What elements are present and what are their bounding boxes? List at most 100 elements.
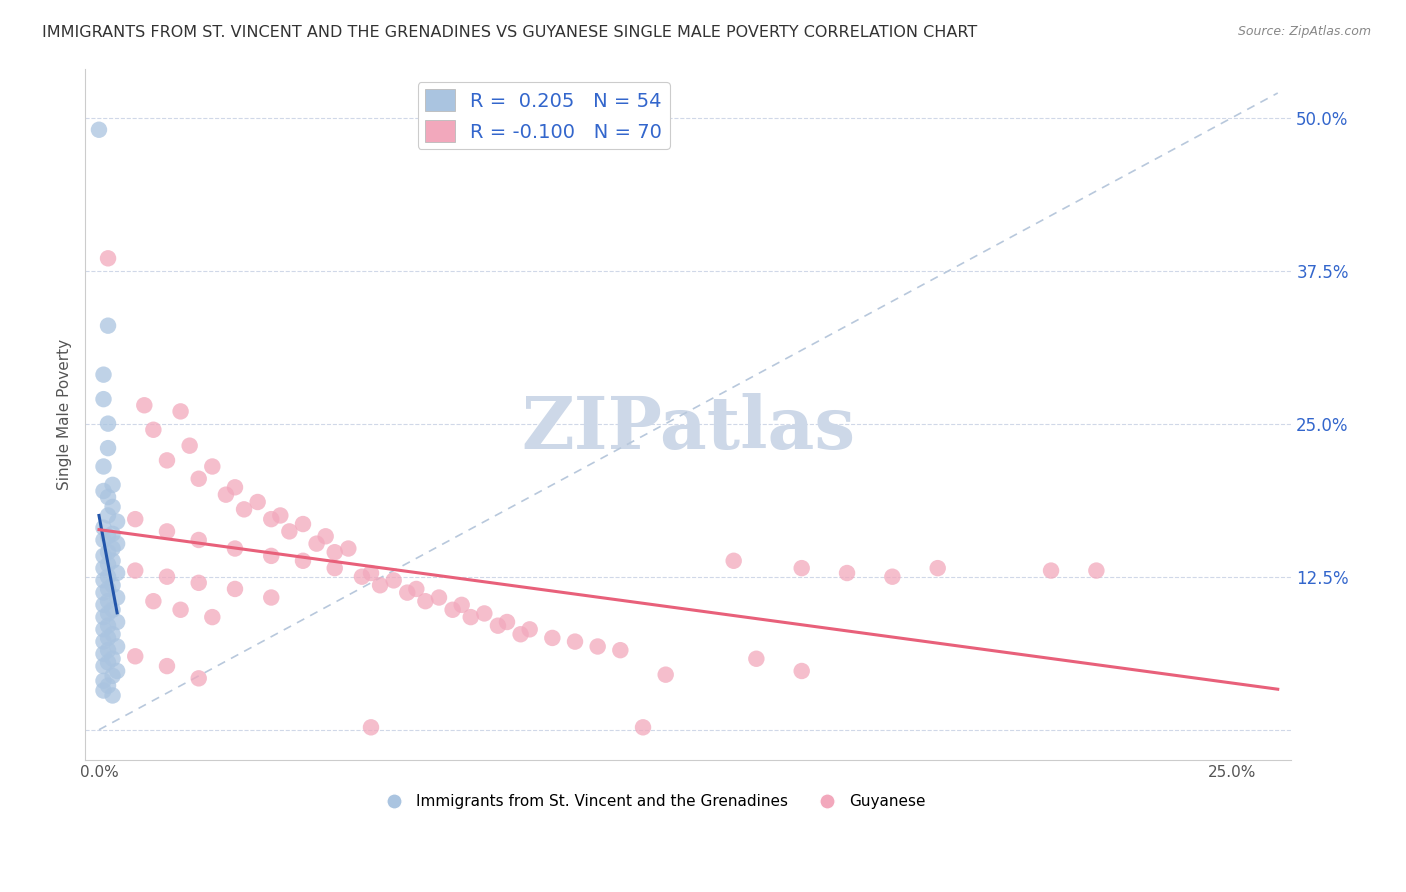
Point [97, 529, 120, 543]
Point [93, 533, 115, 547]
Point [97, 545, 120, 559]
Point [1040, 564, 1063, 578]
Point [269, 508, 291, 523]
Point [790, 664, 813, 678]
Point [97, 679, 120, 693]
Point [450, 598, 472, 612]
Text: Source: ZipAtlas.com: Source: ZipAtlas.com [1237, 25, 1371, 38]
Point [97, 643, 120, 657]
Point [93, 585, 115, 599]
Point [97, 582, 120, 596]
Point [368, 578, 391, 592]
Point [97, 318, 120, 333]
Point [101, 526, 124, 541]
Point [101, 669, 124, 683]
Point [305, 536, 328, 550]
Point [541, 631, 564, 645]
Point [201, 459, 224, 474]
Point [156, 659, 179, 673]
Point [460, 610, 482, 624]
Point [187, 472, 209, 486]
Point [93, 683, 115, 698]
Point [187, 671, 209, 685]
Point [101, 578, 124, 592]
Point [105, 664, 128, 678]
Point [97, 490, 120, 504]
Point [97, 570, 120, 584]
Point [156, 524, 179, 539]
Point [93, 574, 115, 588]
Point [415, 594, 437, 608]
Y-axis label: Single Male Poverty: Single Male Poverty [58, 339, 72, 490]
Point [93, 368, 115, 382]
Point [278, 524, 301, 539]
Point [101, 500, 124, 514]
Point [97, 558, 120, 572]
Point [101, 478, 124, 492]
Point [224, 541, 246, 556]
Point [97, 417, 120, 431]
Point [315, 529, 337, 543]
Point [97, 631, 120, 645]
Point [882, 570, 904, 584]
Point [105, 591, 128, 605]
Point [97, 441, 120, 455]
Point [101, 627, 124, 641]
Point [201, 610, 224, 624]
Point [609, 643, 631, 657]
Point [93, 673, 115, 688]
Point [790, 561, 813, 575]
Point [97, 618, 120, 632]
Point [260, 591, 283, 605]
Point [427, 591, 450, 605]
Point [723, 554, 745, 568]
Point [97, 252, 120, 266]
Text: ZIPatlas: ZIPatlas [522, 392, 855, 464]
Point [215, 488, 238, 502]
Point [97, 607, 120, 621]
Point [124, 512, 146, 526]
Point [323, 561, 346, 575]
Point [927, 561, 949, 575]
Point [246, 495, 269, 509]
Point [187, 533, 209, 547]
Point [93, 610, 115, 624]
Point [179, 439, 201, 453]
Point [337, 541, 360, 556]
Point [564, 634, 586, 648]
Point [93, 634, 115, 648]
Point [260, 549, 283, 563]
Point [156, 453, 179, 467]
Point [654, 667, 676, 681]
Point [93, 459, 115, 474]
Point [396, 585, 419, 599]
Point [486, 618, 509, 632]
Point [105, 615, 128, 629]
Point [224, 582, 246, 596]
Point [360, 720, 382, 734]
Point [519, 623, 541, 637]
Point [93, 623, 115, 637]
Point [187, 575, 209, 590]
Legend: Immigrants from St. Vincent and the Grenadines, Guyanese: Immigrants from St. Vincent and the Gren… [373, 788, 932, 815]
Point [134, 398, 156, 412]
Point [586, 640, 609, 654]
Point [835, 566, 858, 580]
Point [291, 554, 314, 568]
Text: IMMIGRANTS FROM ST. VINCENT AND THE GRENADINES VS GUYANESE SINGLE MALE POVERTY C: IMMIGRANTS FROM ST. VINCENT AND THE GREN… [42, 25, 977, 40]
Point [87, 122, 110, 136]
Point [93, 647, 115, 661]
Point [101, 652, 124, 666]
Point [472, 607, 495, 621]
Point [93, 521, 115, 535]
Point [631, 720, 654, 734]
Point [105, 515, 128, 529]
Point [233, 502, 256, 516]
Point [382, 574, 405, 588]
Point [169, 603, 191, 617]
Point [97, 656, 120, 670]
Point [509, 627, 531, 641]
Point [1085, 564, 1108, 578]
Point [156, 570, 179, 584]
Point [745, 652, 768, 666]
